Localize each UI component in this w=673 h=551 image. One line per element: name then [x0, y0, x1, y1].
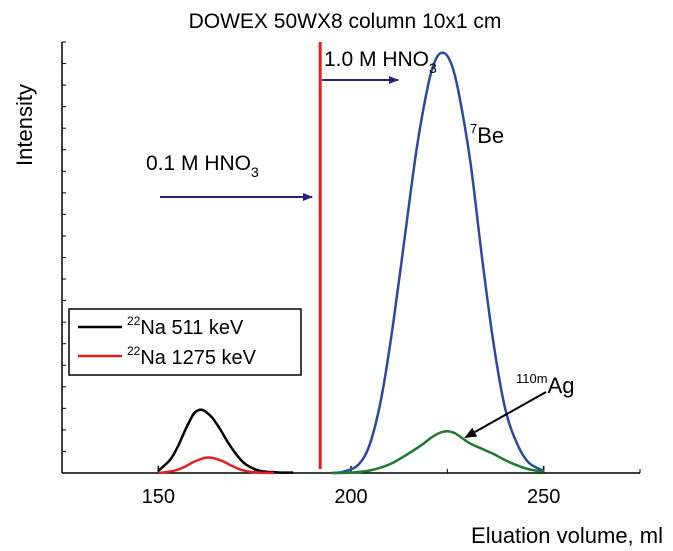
hno3-high-sub: 3 — [429, 60, 437, 76]
be-label-main: Be — [477, 123, 504, 148]
x-tick-label: 150 — [142, 486, 175, 508]
y-minor-ticks — [62, 41, 66, 452]
legend-label-na511: 22Na 511 keV — [127, 314, 244, 339]
ag-label-main: Ag — [548, 373, 575, 398]
legend-na511-sup: 22 — [127, 314, 141, 328]
ag-label: 110mAg — [516, 371, 574, 398]
hno3-low-sub: 3 — [251, 164, 259, 180]
hno3-low-label: 0.1 M HNO3 — [146, 152, 259, 180]
series-layer — [157, 51, 545, 475]
x-axis-title: Eluation volume, ml — [471, 523, 663, 548]
legend: 22Na 511 keV 22Na 1275 keV — [68, 308, 302, 376]
series-ag110m-line — [331, 429, 544, 475]
x-tick-label: 200 — [334, 486, 367, 508]
series-na1275-line — [158, 456, 274, 475]
hno3-high-label: 1.0 M HNO3 — [324, 48, 437, 76]
ag-label-sup: 110m — [516, 371, 548, 386]
legend-na1275-sup: 22 — [127, 344, 141, 358]
hno3-high-main: 1.0 M HNO — [324, 48, 429, 71]
legend-na1275-main: Na 1275 keV — [140, 347, 256, 369]
axes: 150 200 250 — [61, 41, 641, 508]
series-be7-line — [331, 51, 545, 475]
be-label-sup: 7 — [470, 121, 477, 136]
y-axis-title: Intensity — [12, 84, 37, 166]
legend-na511-main: Na 511 keV — [140, 317, 244, 339]
hno3-low-main: 0.1 M HNO — [146, 152, 251, 175]
legend-box — [68, 308, 302, 376]
chart-title: DOWEX 50WX8 column 10x1 cm — [189, 10, 502, 33]
be-label: 7Be — [470, 121, 504, 148]
ag-pointer-arrow — [464, 391, 547, 438]
x-ticks: 150 200 250 — [61, 466, 641, 508]
x-tick-label: 250 — [527, 486, 560, 508]
legend-label-na1275: 22Na 1275 keV — [127, 344, 257, 369]
